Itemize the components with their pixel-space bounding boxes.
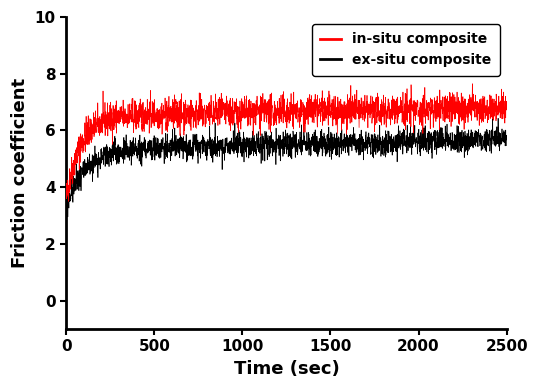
in-situ composite	[440, 117, 446, 121]
in-situ composite	[457, 122, 463, 127]
Legend: in-situ composite, ex-situ composite: in-situ composite, ex-situ composite	[312, 24, 500, 76]
in-situ composite	[63, 192, 70, 197]
Y-axis label: Friction coefficient: Friction coefficient	[11, 78, 29, 268]
ex-situ composite	[309, 143, 315, 147]
ex-situ composite	[440, 131, 446, 136]
X-axis label: Time (sec): Time (sec)	[233, 360, 339, 378]
in-situ composite	[421, 104, 428, 109]
ex-situ composite	[503, 143, 510, 148]
ex-situ composite	[421, 136, 428, 140]
ex-situ composite	[65, 215, 71, 219]
in-situ composite	[234, 110, 240, 114]
ex-situ composite	[63, 205, 70, 210]
in-situ composite	[65, 199, 72, 204]
Line: ex-situ composite: ex-situ composite	[66, 118, 507, 217]
ex-situ composite	[457, 136, 463, 141]
in-situ composite	[309, 108, 315, 112]
ex-situ composite	[72, 179, 79, 184]
ex-situ composite	[234, 142, 240, 146]
Line: in-situ composite: in-situ composite	[66, 84, 507, 202]
ex-situ composite	[489, 116, 496, 120]
in-situ composite	[469, 81, 475, 86]
in-situ composite	[503, 103, 510, 107]
in-situ composite	[72, 162, 79, 167]
